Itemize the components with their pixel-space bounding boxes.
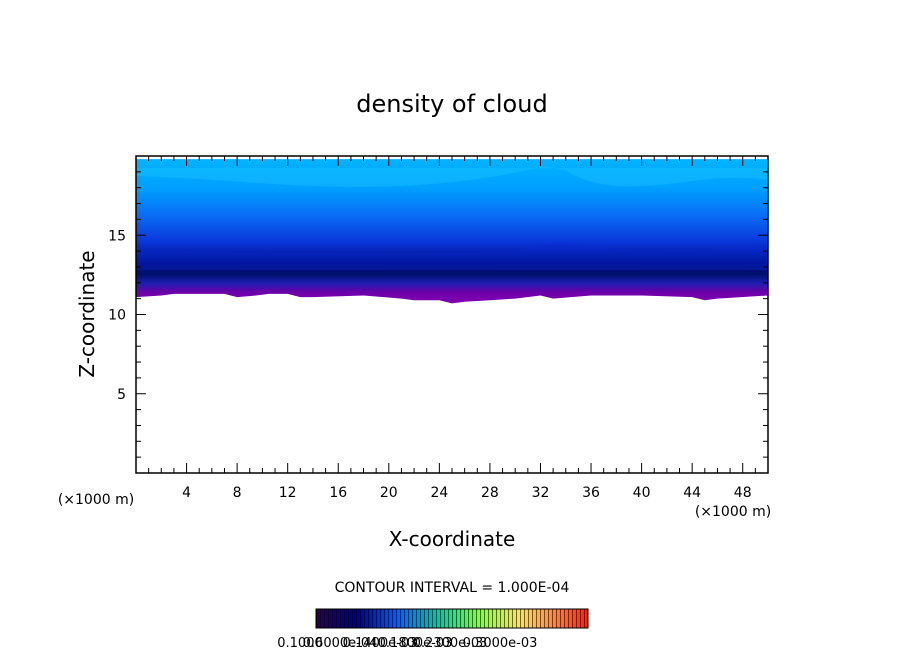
x-tick-label: 28 bbox=[481, 485, 499, 501]
colorbar-label: 0.1400e-03 bbox=[343, 636, 418, 651]
y-unit-label: (×1000 m) bbox=[58, 492, 134, 508]
colorbar-label: 0.3000e-03 bbox=[463, 636, 538, 651]
chart-title: density of cloud bbox=[356, 90, 547, 118]
x-tick-label: 32 bbox=[532, 485, 550, 501]
x-tick-label: 8 bbox=[233, 485, 242, 501]
x-tick-label: 40 bbox=[633, 485, 651, 501]
x-tick-label: 44 bbox=[683, 485, 701, 501]
x-axis-label: X-coordinate bbox=[389, 527, 516, 551]
x-unit-label: (×1000 m) bbox=[695, 504, 771, 520]
x-tick-label: 4 bbox=[182, 485, 191, 501]
colorbar-labels: 0.10000.6000e-040.1400e-030.1800e-030.23… bbox=[277, 636, 537, 651]
y-tick-label: 15 bbox=[108, 228, 126, 244]
x-tick-label: 16 bbox=[329, 485, 347, 501]
colorbar-label: 0.1000 bbox=[277, 636, 323, 651]
x-tick-label: 48 bbox=[734, 485, 752, 501]
cloud-region bbox=[136, 159, 768, 304]
x-axis-ticks: 4 8 12 16 20 24 28 32 36 40 44 48 bbox=[148, 156, 756, 501]
x-tick-label: 12 bbox=[279, 485, 297, 501]
y-axis-label: Z-coordinate bbox=[75, 250, 99, 377]
x-tick-label: 20 bbox=[380, 485, 398, 501]
colorbar bbox=[315, 608, 589, 629]
colorbar-label: 0.1800e-03 bbox=[378, 636, 453, 651]
colorbar-label: 0.6000e-04 bbox=[303, 636, 378, 651]
upper-light-band bbox=[136, 166, 768, 187]
mid-dark-band bbox=[136, 242, 768, 270]
y-tick-label: 5 bbox=[117, 387, 126, 403]
y-tick-label: 10 bbox=[108, 308, 126, 324]
y-axis-ticks: 5 10 15 bbox=[108, 171, 768, 458]
colorbar-frame bbox=[315, 608, 589, 629]
cloud-density-field bbox=[136, 159, 768, 304]
colorbar-label: 0.2300e-03 bbox=[413, 636, 488, 651]
colorbar-stripes bbox=[316, 609, 588, 628]
contour-interval-text: CONTOUR INTERVAL = 1.000E-04 bbox=[335, 580, 570, 596]
x-tick-label: 24 bbox=[430, 485, 448, 501]
x-tick-label: 36 bbox=[582, 485, 600, 501]
